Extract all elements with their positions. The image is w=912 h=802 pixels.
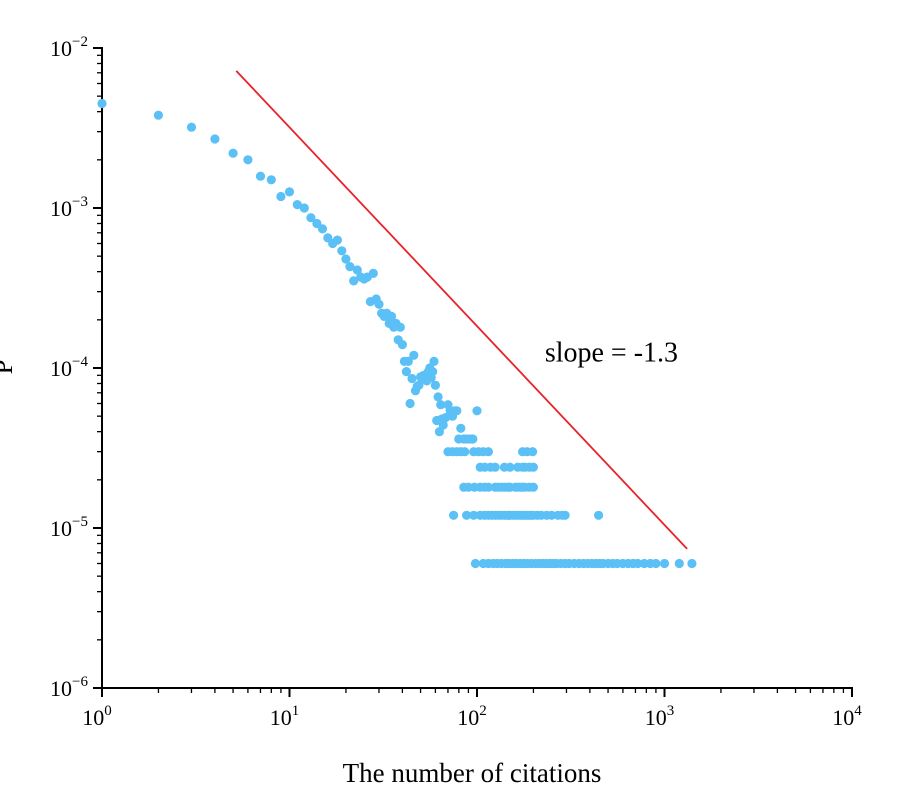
data-point <box>560 510 570 520</box>
data-point <box>428 367 438 377</box>
data-point <box>468 434 478 444</box>
data-point <box>483 482 493 492</box>
data-point <box>460 447 470 457</box>
data-point <box>153 110 163 120</box>
data-point <box>441 413 451 423</box>
y-tick-label: 10−2 <box>50 34 88 61</box>
data-point <box>433 392 443 402</box>
data-point <box>434 427 444 437</box>
data-point <box>483 447 493 457</box>
data-point <box>337 246 347 256</box>
data-point <box>505 462 515 472</box>
data-point <box>405 398 415 409</box>
data-point <box>633 558 643 569</box>
scatter-points <box>97 98 697 569</box>
data-point <box>651 558 661 569</box>
data-point <box>436 400 446 410</box>
data-point <box>349 276 359 286</box>
data-point <box>397 340 407 350</box>
data-point <box>345 262 355 272</box>
x-tick-label: 100 <box>82 703 112 730</box>
x-tick-label: 104 <box>832 703 862 730</box>
data-point <box>403 356 413 366</box>
y-tick-label: 10−3 <box>50 194 88 221</box>
data-point <box>547 510 557 520</box>
data-point <box>352 265 362 275</box>
data-point <box>341 254 351 264</box>
y-axis-title: P <box>0 359 18 374</box>
y-tick-label: 10−6 <box>50 674 88 701</box>
data-point <box>528 447 538 457</box>
fit-line <box>235 70 688 550</box>
y-tick-label: 10−5 <box>50 514 88 541</box>
y-tick-label: 10−4 <box>50 354 88 381</box>
data-point <box>528 482 539 492</box>
data-point <box>429 356 439 366</box>
data-point <box>292 200 302 210</box>
data-point <box>409 350 419 360</box>
data-point <box>490 462 500 472</box>
y-axis: 10−6 10−5 10−4 10−3 10−2 <box>50 34 103 701</box>
data-point <box>462 510 472 520</box>
data-point <box>299 203 309 213</box>
data-point <box>243 155 253 165</box>
data-point <box>452 406 462 416</box>
data-point <box>438 420 448 430</box>
data-point <box>332 235 342 245</box>
data-point <box>470 558 480 569</box>
data-point <box>449 510 459 520</box>
data-point <box>395 322 405 332</box>
data-point <box>456 423 466 433</box>
data-point <box>674 558 684 569</box>
data-point <box>374 299 384 309</box>
x-axis-title: The number of citations <box>343 758 602 788</box>
data-point <box>401 367 411 377</box>
data-point <box>469 510 479 520</box>
data-point <box>386 311 397 321</box>
data-point <box>528 462 539 472</box>
x-axis: 100 101 102 103 104 <box>82 687 862 730</box>
x-tick-label: 101 <box>270 703 300 730</box>
slope-annotation: slope = -1.3 <box>545 337 678 368</box>
data-point <box>266 175 276 185</box>
data-point <box>430 380 440 390</box>
data-point <box>276 191 286 202</box>
data-point <box>687 558 697 569</box>
data-point <box>186 122 197 132</box>
x-tick-label: 102 <box>457 703 487 730</box>
data-point <box>472 406 482 416</box>
data-point <box>407 373 417 384</box>
data-point <box>306 213 316 223</box>
data-point <box>594 510 604 520</box>
data-point <box>317 224 328 234</box>
fit-line-group: slope = -1.3 <box>235 70 688 550</box>
data-point <box>228 148 238 158</box>
data-point <box>210 134 220 144</box>
data-point <box>255 171 266 181</box>
data-point <box>368 268 378 278</box>
data-point <box>284 187 295 197</box>
data-point <box>97 98 107 109</box>
data-point <box>659 558 670 569</box>
x-tick-label: 103 <box>645 703 675 730</box>
